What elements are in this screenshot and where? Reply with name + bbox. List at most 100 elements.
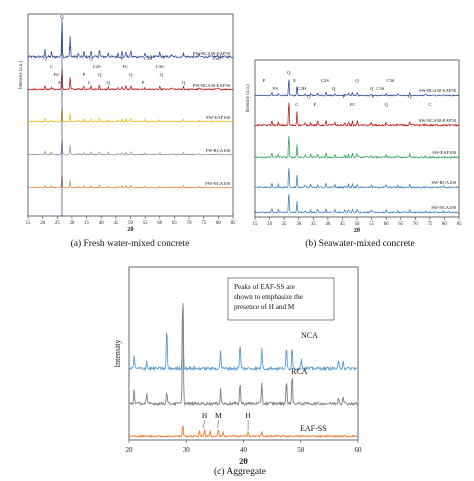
x-tick-label: 20 xyxy=(40,221,45,226)
x-tick-label: 80 xyxy=(442,222,447,227)
peak-label: Q xyxy=(287,70,291,75)
peak-label: FC xyxy=(123,64,129,69)
series-line xyxy=(128,424,359,439)
peak-label: Q xyxy=(43,56,47,61)
peak-label: H xyxy=(202,411,208,420)
peak-label: Q xyxy=(60,14,64,19)
x-tick-label: 60 xyxy=(157,221,162,226)
series-line xyxy=(27,140,234,156)
x-tick-label: 60 xyxy=(355,446,363,454)
series-label: FW-NCA100 xyxy=(205,181,230,186)
peak-label: P xyxy=(121,56,124,61)
peak-label: FC xyxy=(350,102,356,107)
peak-label: FS xyxy=(54,72,60,77)
x-tick-label: 40 xyxy=(240,446,248,454)
x-tick-label: 50 xyxy=(355,222,360,227)
peak-label: F xyxy=(313,102,316,107)
panel-caption: (c) Aggregate xyxy=(214,466,266,477)
x-axis-label: 2θ xyxy=(354,228,360,234)
series-label: FW-RCA100 xyxy=(205,148,230,153)
series-label: NCA xyxy=(301,331,318,340)
peak-label: C2S xyxy=(321,78,329,83)
peak-label: Q xyxy=(370,86,374,91)
series-line xyxy=(27,175,234,189)
series-line xyxy=(128,302,359,372)
peak-label: C xyxy=(428,102,431,107)
peak-label: Q xyxy=(332,86,336,91)
series-label: FW-RCA50-EAF50 xyxy=(193,51,231,56)
panel-1: 15 20 25 30 35 40 45 50 55 60 65 70 75 80 85 2θ Intensit… xyxy=(246,59,462,249)
x-tick-label: 30 xyxy=(70,221,75,226)
x-tick-label: 40 xyxy=(99,221,104,226)
peak-label: C3S xyxy=(387,78,395,83)
peak-label: E xyxy=(293,78,296,83)
annotation-text: Peaks of EAF-SS are xyxy=(234,283,295,291)
series-line xyxy=(254,194,460,214)
x-tick-label: 20 xyxy=(267,222,272,227)
x-tick-label: 15 xyxy=(253,222,258,227)
x-tick-label: 60 xyxy=(384,222,389,227)
y-axis-label: Intensity xyxy=(113,340,122,368)
peak-label: P xyxy=(83,72,86,77)
peak-label: C xyxy=(50,64,53,69)
series-line xyxy=(254,79,460,97)
x-tick-label: 35 xyxy=(311,222,316,227)
x-tick-label: 70 xyxy=(187,221,192,226)
y-axis-label: Intensity (a.u.) xyxy=(19,61,24,90)
series-label: SW-NCA100 xyxy=(431,205,456,210)
peak-label: M xyxy=(215,411,222,420)
peak-label: Q xyxy=(408,94,412,99)
peak-label: E xyxy=(58,80,61,85)
x-tick-label: 85 xyxy=(457,222,462,227)
series-line xyxy=(128,306,359,407)
x-tick-label: 20 xyxy=(126,446,134,454)
x-axis-label: 2θ xyxy=(127,227,133,233)
x-tick-label: 35 xyxy=(84,221,89,226)
peak-label: P xyxy=(343,94,346,99)
peak-label: C xyxy=(295,102,298,107)
annotation-box xyxy=(227,277,335,321)
peak-label: Q xyxy=(129,72,133,77)
peak-label: C3S xyxy=(144,56,152,61)
peak-label: Q xyxy=(98,72,102,77)
x-tick-label: 85 xyxy=(231,221,236,226)
x-tick-label: 75 xyxy=(427,222,432,227)
peak-label: C5H xyxy=(297,86,306,91)
peak-label: H xyxy=(245,411,251,420)
panel-0: 15 20 25 30 35 40 45 50 55 60 65 70 75 80 85 2θ Intensit… xyxy=(19,13,236,249)
x-tick-label: 25 xyxy=(55,221,60,226)
peak-label: Q xyxy=(384,102,388,107)
annotation-text: shown to emphasize the xyxy=(234,293,303,301)
peak-label: C3S xyxy=(156,64,164,69)
x-tick-label: 55 xyxy=(369,222,374,227)
peak-pointer xyxy=(217,419,219,429)
peak-pointer xyxy=(203,419,205,429)
panel-caption: (b) Seawater-mixed concrete xyxy=(305,238,415,249)
series-line xyxy=(254,135,460,159)
peak-label: Q xyxy=(355,78,359,83)
series-label: FW-EAF100 xyxy=(206,115,230,120)
x-tick-label: 65 xyxy=(172,221,177,226)
peak-label: Q xyxy=(160,72,164,77)
x-tick-label: 55 xyxy=(143,221,148,226)
x-tick-label: 40 xyxy=(325,222,330,227)
series-label: SW-RCA100 xyxy=(431,180,456,185)
peak-label: C3S xyxy=(376,86,384,91)
series-label: SW-EAF100 xyxy=(432,150,456,155)
peak-label: C xyxy=(69,46,72,51)
series-line xyxy=(254,102,460,127)
peak-label: Q xyxy=(107,80,111,85)
x-tick-label: 80 xyxy=(216,221,221,226)
x-tick-label: 50 xyxy=(128,221,133,226)
x-tick-label: 50 xyxy=(297,446,305,454)
x-axis-label: 2θ xyxy=(239,456,248,466)
x-tick-label: 45 xyxy=(340,222,345,227)
peak-label: Q xyxy=(182,80,186,85)
y-axis-label: Intensity (a.u.) xyxy=(246,84,251,113)
x-tick-label: 70 xyxy=(413,222,418,227)
panel-2: 20 30 40 50 60 2θ Intensity (c) Aggregate NCA RCA… xyxy=(113,266,363,477)
series-line xyxy=(27,106,234,123)
peak-label: P xyxy=(262,78,265,83)
series-line xyxy=(254,167,460,189)
